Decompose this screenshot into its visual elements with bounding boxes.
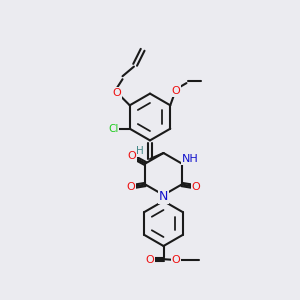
Text: O: O [113,88,122,98]
Text: O: O [127,182,135,192]
Text: O: O [192,182,200,192]
Text: N: N [159,190,168,203]
Text: H: H [136,146,143,156]
Text: O: O [172,255,181,265]
Text: O: O [146,255,154,265]
Text: NH: NH [182,154,199,164]
Text: O: O [128,151,136,161]
Text: Cl: Cl [108,124,119,134]
Text: O: O [171,86,180,96]
